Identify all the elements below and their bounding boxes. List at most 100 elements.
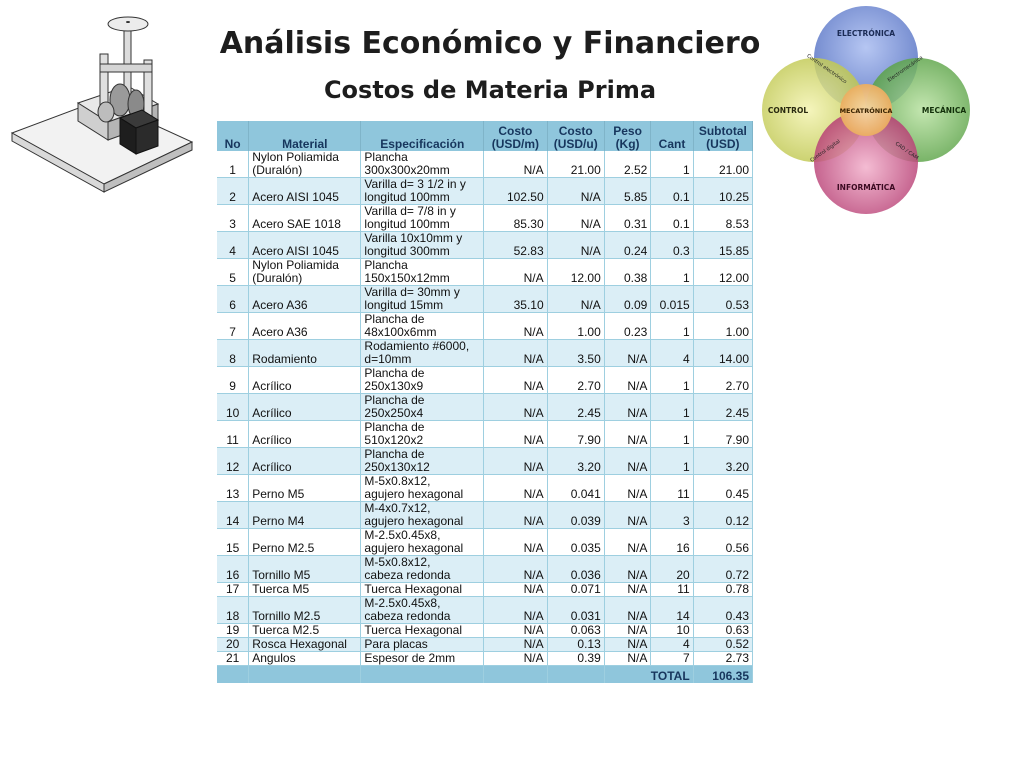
cell-line: 300x300x20mm <box>364 163 450 177</box>
cell-line: Tuerca M2.5 <box>252 623 320 637</box>
header-line: No <box>224 137 241 151</box>
total-value: 106.35 <box>693 665 754 683</box>
cell-costo-u: 0.035 <box>547 528 605 556</box>
cell-especificacion: Tuerca Hexagonal <box>360 623 485 638</box>
cell-no: 12 <box>217 447 250 475</box>
cell-material: Acrílico <box>248 420 362 448</box>
cell-peso: N/A <box>604 501 652 529</box>
cell-peso: 0.23 <box>604 312 652 340</box>
header-line: Costo <box>558 124 593 138</box>
cell-line: Tornillo M2.5 <box>252 609 321 623</box>
cell-material: Acero AISI 1045 <box>248 231 362 259</box>
cell-subtotal: 0.72 <box>693 555 754 583</box>
table-row: 18 Tornillo M2.5 M-2.5x0.45x8, cabeza redon… <box>217 596 754 624</box>
table-row: 15 Perno M2.5 M-2.5x0.45x8, agujero hexagon… <box>217 528 754 556</box>
cell-line: Tuerca Hexagonal <box>364 623 463 637</box>
cell-costo-m: N/A <box>483 339 548 367</box>
cell-cant: 16 <box>650 528 694 556</box>
cell-peso: N/A <box>604 596 652 624</box>
venn-label-bottom: INFORMÁTICA <box>837 183 895 192</box>
cell-line: 150x150x12mm <box>364 271 450 285</box>
cell-especificacion: Para placas <box>360 637 485 652</box>
cell-line: cabeza redonda <box>364 609 451 623</box>
cell-costo-m: N/A <box>483 596 548 624</box>
cell-cant: 1 <box>650 393 694 421</box>
cell-line: Acero A36 <box>252 298 308 312</box>
header-line: Material <box>282 137 328 151</box>
cell-no: 5 <box>217 258 250 286</box>
cell-material: Nylon Poliamida (Duralón) <box>248 151 362 178</box>
header-line: Costo <box>498 124 533 138</box>
cell-cant: 7 <box>650 651 694 666</box>
cell-peso: N/A <box>604 339 652 367</box>
header-line: (USD/u) <box>553 137 598 151</box>
cell-material: Tuerca M5 <box>248 582 362 597</box>
cell-line: Varilla d= 7/8 in y <box>364 204 456 218</box>
table-row: 11 Acrílico Plancha de 510x120x2 N/A 7.90 N/A 1… <box>217 420 754 448</box>
cell-peso: N/A <box>604 555 652 583</box>
cell-no: 7 <box>217 312 250 340</box>
cell-line: Acero SAE 1018 <box>252 217 341 231</box>
cell-costo-u: 1.00 <box>547 312 605 340</box>
cell-line: Perno M4 <box>252 514 305 528</box>
cell-peso: N/A <box>604 623 652 638</box>
cell-line: Tuerca Hexagonal <box>364 582 463 596</box>
venn-circle-bottom <box>814 110 918 214</box>
cell-line: cabeza redonda <box>364 568 451 582</box>
cell-line: Plancha de <box>364 393 425 407</box>
cell-especificacion: M-4x0.7x12, agujero hexagonal <box>360 501 485 529</box>
cell-costo-u: N/A <box>547 231 605 259</box>
cell-subtotal: 12.00 <box>693 258 754 286</box>
cell-cant: 1 <box>650 366 694 394</box>
cell-cant: 0.1 <box>650 204 694 232</box>
cell-subtotal: 8.53 <box>693 204 754 232</box>
cell-no: 21 <box>217 651 250 666</box>
cell-line: d=10mm <box>364 352 412 366</box>
cell-peso: 0.09 <box>604 285 652 313</box>
cell-costo-u: 2.70 <box>547 366 605 394</box>
cell-cant: 1 <box>650 420 694 448</box>
venn-label-center: MECATRÓNICA <box>840 106 893 115</box>
mechanism-drawing <box>10 16 194 193</box>
cell-especificacion: Plancha 150x150x12mm <box>360 258 485 286</box>
cell-especificacion: Plancha 300x300x20mm <box>360 151 485 178</box>
cell-material: Acrílico <box>248 366 362 394</box>
cell-no: 3 <box>217 204 250 232</box>
header-line: (USD) <box>706 137 740 151</box>
cell-material: Tornillo M2.5 <box>248 596 362 624</box>
cell-material: Angulos <box>248 651 362 666</box>
cell-costo-m: 85.30 <box>483 204 548 232</box>
cell-cant: 1 <box>650 447 694 475</box>
cell-costo-u: 7.90 <box>547 420 605 448</box>
table-row: 21 Angulos Espesor de 2mm N/A 0.39 N/A 7 2.73 <box>217 651 754 666</box>
cell-line: Nylon Poliamida <box>252 151 339 164</box>
cell-especificacion: Plancha de 48x100x6mm <box>360 312 485 340</box>
cell-cant: 0.015 <box>650 285 694 313</box>
venn-label-left: CONTROL <box>768 106 808 115</box>
cell-costo-u: 12.00 <box>547 258 605 286</box>
cell-especificacion: Espesor de 2mm <box>360 651 485 666</box>
header-line: Especificación <box>380 137 465 151</box>
cell-costo-u: N/A <box>547 285 605 313</box>
cell-cant: 20 <box>650 555 694 583</box>
header-col-especificacion: Especificación <box>360 121 485 151</box>
cell-line: Varilla d= 30mm y <box>364 285 460 299</box>
cell-no: 11 <box>217 420 250 448</box>
table-row: 8 Rodamiento Rodamiento #6000, d=10mm N/A 3.5… <box>217 339 754 367</box>
cell-peso: N/A <box>604 474 652 502</box>
cell-subtotal: 1.00 <box>693 312 754 340</box>
cell-peso: N/A <box>604 447 652 475</box>
cell-line: 250x130x9 <box>364 379 424 393</box>
cell-cant: 3 <box>650 501 694 529</box>
cell-cant: 11 <box>650 582 694 597</box>
cell-line: M-4x0.7x12, <box>364 501 431 515</box>
cell-especificacion: M-5x0.8x12, cabeza redonda <box>360 555 485 583</box>
table-row: 13 Perno M5 M-5x0.8x12, agujero hexagonal N/… <box>217 474 754 502</box>
table-row: 3 Acero SAE 1018 Varilla d= 7/8 in y longit… <box>217 204 754 232</box>
cell-peso: 2.52 <box>604 151 652 178</box>
cell-costo-u: 0.071 <box>547 582 605 597</box>
cell-cant: 14 <box>650 596 694 624</box>
venn-center <box>840 84 892 136</box>
cell-material: Rodamiento <box>248 339 362 367</box>
cell-cant: 0.1 <box>650 177 694 205</box>
